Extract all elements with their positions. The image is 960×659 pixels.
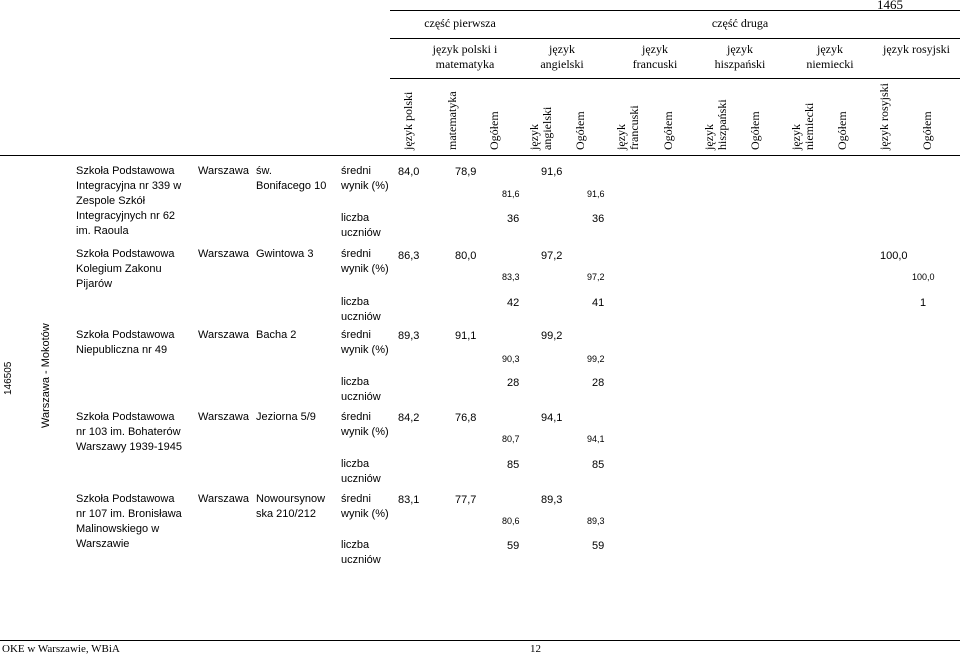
page-number-top: 1465 <box>877 0 903 12</box>
district-name: Warszawa - Mokotów <box>40 323 52 428</box>
score-ogolem: 90,3 <box>502 354 520 364</box>
score-angielski: 91,6 <box>541 166 563 178</box>
group-hiszpanski: język hiszpański <box>714 42 766 71</box>
street: Jeziorna 5/9 <box>256 411 316 423</box>
label-count: liczba uczniów <box>341 376 381 403</box>
group-rule <box>390 78 960 79</box>
group-polski-matematyka: język polski i matematyka <box>432 42 498 71</box>
school-name: Szkoła Podstawowa Integracyjna nr 339 w … <box>76 165 182 234</box>
header-bottom-rule <box>0 155 960 156</box>
score-angielski: 97,2 <box>541 250 563 262</box>
subcol-jezyk-polski: język polski <box>401 91 415 150</box>
score-polski: 89,3 <box>398 330 420 342</box>
school-code: 146505 <box>3 361 14 395</box>
score-angielski: 89,3 <box>541 494 563 506</box>
count-students: 59 <box>507 540 520 552</box>
score-angielski-total: 94,1 <box>587 434 605 444</box>
score-rosyjski: 100,0 <box>880 250 908 262</box>
score-matematyka: 76,8 <box>455 412 477 424</box>
school-name: Szkoła Podstawowa Niepubliczna nr 49 <box>76 329 175 356</box>
city: Warszawa <box>198 411 249 423</box>
count-angielski: 28 <box>592 377 605 389</box>
score-angielski-total: 91,6 <box>587 189 605 199</box>
city: Warszawa <box>198 493 249 505</box>
subcol-ogolem-4: Ogółem <box>748 111 762 150</box>
group-francuski: język francuski <box>632 42 678 71</box>
count-angielski: 41 <box>592 297 605 309</box>
score-ogolem: 81,6 <box>502 189 520 199</box>
school-name: Szkoła Podstawowa nr 103 im. Bohaterów W… <box>76 411 182 453</box>
label-average: średni wynik (%) <box>341 329 389 356</box>
label-average: średni wynik (%) <box>341 493 389 520</box>
group-angielski: język angielski <box>540 42 584 71</box>
group-rosyjski: język rosyjski <box>883 42 950 56</box>
score-matematyka: 78,9 <box>455 166 477 178</box>
count-students: 42 <box>507 297 520 309</box>
count-students: 85 <box>507 459 520 471</box>
part-one-label: część pierwsza <box>424 16 496 30</box>
score-angielski: 99,2 <box>541 330 563 342</box>
count-rosyjski: 1 <box>920 297 927 309</box>
subcol-ogolem-6: Ogółem <box>920 111 934 150</box>
subcol-jezyk-hiszpanski: język hiszpański <box>702 99 729 150</box>
count-angielski: 85 <box>592 459 605 471</box>
street: Gwintowa 3 <box>256 248 314 260</box>
school-name: Szkoła Podstawowa Kolegium Zakonu Pijaró… <box>76 248 175 290</box>
score-ogolem: 83,3 <box>502 272 520 282</box>
subcol-ogolem-3: Ogółem <box>661 111 675 150</box>
count-angielski: 36 <box>592 213 605 225</box>
street: św. Bonifacego 10 <box>256 165 327 192</box>
subcol-jezyk-rosyjski: język rosyjski <box>877 83 891 150</box>
label-average: średni wynik (%) <box>341 248 389 275</box>
score-angielski: 94,1 <box>541 412 563 424</box>
subcol-ogolem-1: Ogółem <box>487 111 501 150</box>
count-students: 36 <box>507 213 520 225</box>
label-count: liczba uczniów <box>341 296 381 323</box>
score-rosyjski-total: 100,0 <box>912 272 935 282</box>
street: Nowoursynowska 210/212 <box>256 493 326 520</box>
group-niemiecki: język niemiecki <box>806 42 854 71</box>
count-angielski: 59 <box>592 540 605 552</box>
city: Warszawa <box>198 165 249 177</box>
score-angielski-total: 99,2 <box>587 354 605 364</box>
part-two-label: część druga <box>711 16 769 30</box>
label-average: średni wynik (%) <box>341 411 389 438</box>
subcol-jezyk-francuski: język francuski <box>614 105 641 150</box>
footer-institution: OKE w Warszawie, WBiA <box>2 643 120 655</box>
footer-page-number: 12 <box>530 643 541 655</box>
table-top-rule <box>390 10 960 11</box>
subcol-ogolem-5: Ogółem <box>835 111 849 150</box>
score-polski: 84,0 <box>398 166 420 178</box>
table-bottom-rule <box>0 640 960 641</box>
subcol-matematyka: matematyka <box>445 91 459 150</box>
score-ogolem: 80,7 <box>502 434 520 444</box>
subcol-jezyk-angielski: język angielski <box>527 106 554 150</box>
score-matematyka: 77,7 <box>455 494 477 506</box>
score-angielski-total: 97,2 <box>587 272 605 282</box>
count-students: 28 <box>507 377 520 389</box>
subcol-jezyk-niemiecki: język niemiecki <box>789 102 816 150</box>
score-matematyka: 91,1 <box>455 330 477 342</box>
score-matematyka: 80,0 <box>455 250 477 262</box>
label-count: liczba uczniów <box>341 539 381 566</box>
school-name: Szkoła Podstawowa nr 107 im. Bronisława … <box>76 493 182 550</box>
score-polski: 83,1 <box>398 494 420 506</box>
city: Warszawa <box>198 248 249 260</box>
label-count: liczba uczniów <box>341 212 381 239</box>
score-ogolem: 80,6 <box>502 516 520 526</box>
part-rule <box>390 38 960 39</box>
city: Warszawa <box>198 329 249 341</box>
street: Bacha 2 <box>256 329 297 341</box>
label-count: liczba uczniów <box>341 458 381 485</box>
subcol-ogolem-2: Ogółem <box>573 111 587 150</box>
score-polski: 84,2 <box>398 412 420 424</box>
label-average: średni wynik (%) <box>341 165 389 192</box>
score-polski: 86,3 <box>398 250 420 262</box>
score-angielski-total: 89,3 <box>587 516 605 526</box>
